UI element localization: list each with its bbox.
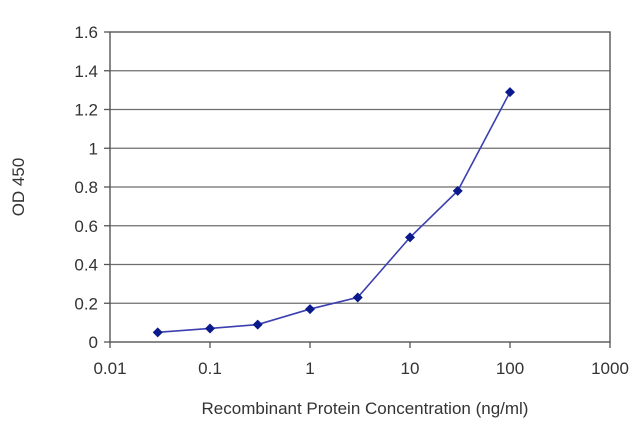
y-tick-label: 1.4 — [74, 62, 98, 81]
gridlines — [110, 70, 610, 304]
data-point — [152, 327, 163, 338]
y-tick-label: 0.8 — [74, 178, 98, 197]
x-tick-label: 1 — [305, 359, 314, 378]
x-tick-label: 1000 — [591, 359, 629, 378]
y-tick-label: 1 — [89, 139, 98, 158]
y-axis-ticks: 0 0.2 0.4 0.6 0.8 1 1.2 1.4 1.6 — [74, 23, 110, 352]
x-tick-label: 0.01 — [93, 359, 126, 378]
y-tick-label: 0 — [89, 333, 98, 352]
x-tick-label: 10 — [401, 359, 420, 378]
data-point — [452, 185, 463, 196]
data-series — [152, 87, 515, 338]
data-point — [252, 319, 263, 330]
y-tick-label: 0.6 — [74, 217, 98, 236]
y-tick-label: 1.6 — [74, 23, 98, 42]
data-point — [205, 323, 215, 334]
y-tick-label: 1.2 — [74, 101, 98, 120]
x-tick-label: 0.1 — [198, 359, 222, 378]
x-axis-ticks: 0.01 0.1 1 10 100 1000 — [93, 342, 629, 378]
data-point — [405, 232, 415, 243]
y-axis-title: OD 450 — [9, 158, 28, 217]
y-tick-label: 0.4 — [74, 256, 98, 275]
x-axis-title: Recombinant Protein Concentration (ng/ml… — [202, 399, 529, 418]
data-point — [305, 304, 315, 315]
series-line — [157, 91, 511, 334]
x-tick-label: 100 — [496, 359, 524, 378]
data-point — [352, 292, 363, 303]
data-point — [505, 87, 515, 98]
y-tick-label: 0.2 — [74, 294, 98, 313]
